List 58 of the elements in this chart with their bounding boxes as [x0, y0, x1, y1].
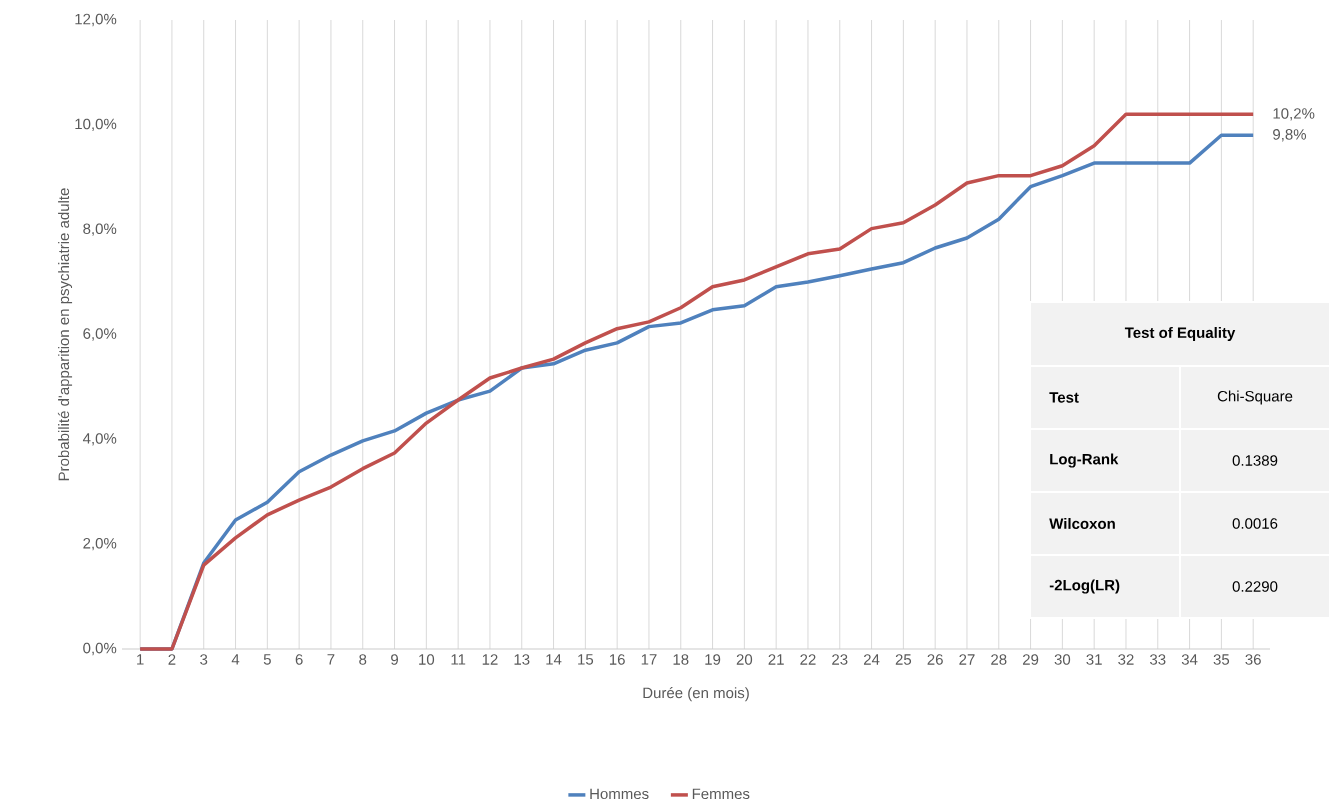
annotation: -2Log(LR) — [1049, 579, 1120, 594]
x-tick-label: 36 — [1245, 654, 1261, 665]
annotation: 0.0016 — [1232, 518, 1278, 529]
y-tick-label: 2,0% — [83, 537, 117, 551]
x-tick-label: 24 — [863, 654, 880, 665]
x-tick-label: 1 — [137, 654, 144, 665]
x-tick-label: 33 — [1150, 654, 1166, 665]
y-tick-label: 6,0% — [83, 328, 117, 341]
x-tick-label: 6 — [295, 654, 303, 665]
data-label: 10,2% — [1273, 108, 1315, 121]
x-tick-label: 21 — [768, 654, 784, 665]
x-tick-label: 7 — [327, 654, 335, 665]
x-tick-label: 10 — [419, 654, 435, 665]
x-tick-label: 2 — [168, 654, 176, 665]
x-tick-label: 32 — [1118, 654, 1134, 665]
annotation: 0.1389 — [1232, 455, 1278, 466]
legend-label: Hommes — [590, 788, 649, 800]
x-tick-label: 31 — [1086, 654, 1102, 665]
x-tick-label: 11 — [451, 654, 466, 665]
x-tick-label: 3 — [200, 654, 208, 665]
x-tick-label: 25 — [895, 654, 912, 665]
x-tick-label: 19 — [705, 654, 721, 665]
x-tick-label: 17 — [641, 654, 657, 665]
x-tick-label: 29 — [1022, 654, 1039, 665]
y-axis-title: Probabilité d'apparition en psychiatrie adulte — [57, 188, 73, 481]
x-tick-label: 23 — [832, 654, 848, 665]
x-tick-label: 12 — [482, 654, 498, 665]
x-tick-label: 30 — [1054, 654, 1071, 665]
x-tick-label: 22 — [800, 654, 816, 665]
y-tick-label: 8,0% — [83, 223, 117, 236]
x-tick-label: 26 — [927, 654, 943, 665]
x-tick-label: 5 — [263, 654, 271, 665]
y-tick-label: 0,0% — [83, 642, 117, 656]
annotation: Wilcoxon — [1049, 517, 1115, 529]
legend-label: Femmes — [692, 788, 750, 800]
x-tick-label: 20 — [736, 654, 753, 665]
x-tick-label: 16 — [609, 654, 625, 665]
x-tick-label: 15 — [578, 654, 594, 665]
x-tick-label: 13 — [514, 654, 530, 665]
data-label: 9,8% — [1273, 129, 1307, 142]
x-tick-label: 35 — [1213, 654, 1230, 665]
x-tick-label: 9 — [391, 654, 398, 665]
x-tick-label: 4 — [231, 654, 240, 665]
x-tick-label: 18 — [673, 654, 689, 665]
annotation: Test — [1049, 392, 1079, 403]
x-tick-label: 27 — [959, 654, 975, 665]
annotation: 0.2290 — [1232, 581, 1278, 592]
x-tick-label: 14 — [546, 654, 562, 665]
y-tick-label: 10,0% — [75, 118, 117, 132]
annotation: Log-Rank — [1050, 453, 1119, 468]
y-tick-label: 4,0% — [82, 433, 117, 446]
annotation: Test of Equality — [1124, 327, 1236, 341]
y-tick-label: 12,0% — [75, 13, 117, 27]
x-tick-label: 8 — [359, 654, 367, 665]
x-axis-title: Durée (en mois) — [643, 687, 749, 702]
x-tick-label: 28 — [991, 654, 1007, 665]
annotation: Chi-Square — [1217, 390, 1293, 405]
x-tick-label: 34 — [1181, 654, 1198, 665]
